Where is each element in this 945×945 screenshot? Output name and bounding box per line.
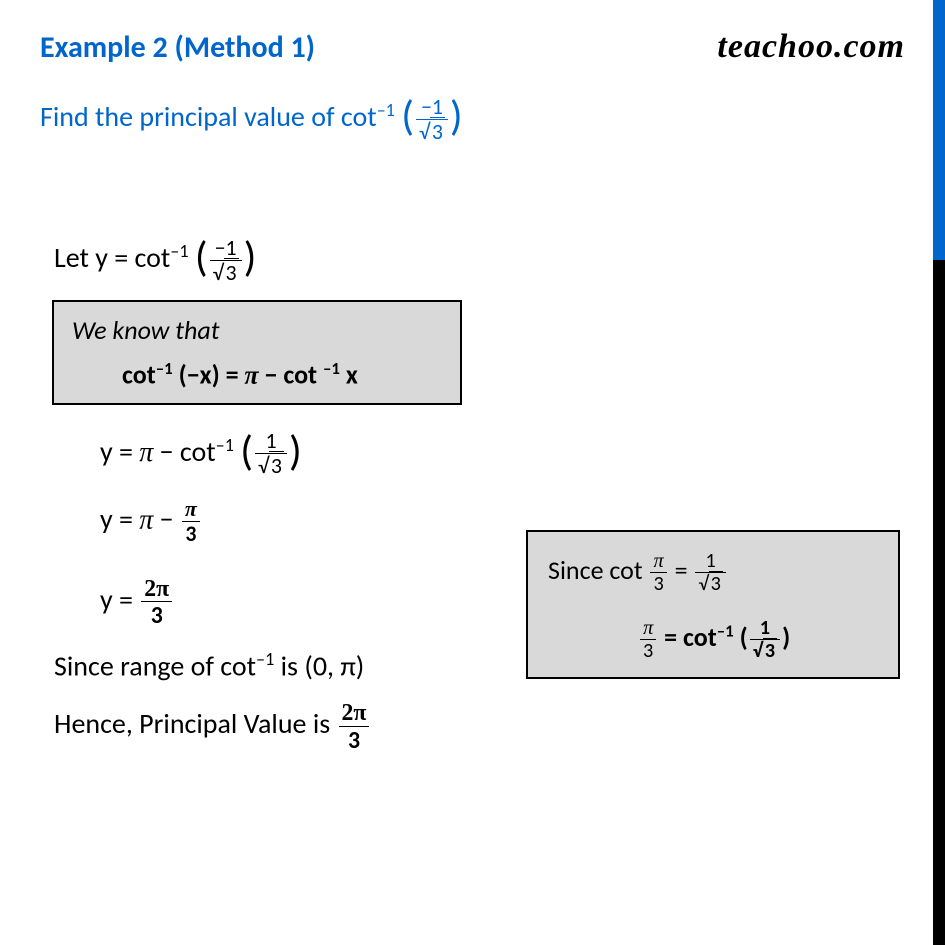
example-title: Example 2 (Method 1) <box>40 29 315 66</box>
right-border-blue <box>933 0 945 260</box>
side-line2: π3 = cot–1 (13) <box>638 613 878 662</box>
box1-formula: cot–1 (−x) = π − cot –1 x <box>122 358 442 391</box>
lparen: ( <box>401 91 414 142</box>
problem-prefix: Find the principal value of cot <box>40 99 377 134</box>
side-box: Since cot π3 = 13 π3 = cot–1 (13) <box>526 530 900 679</box>
problem-frac: −13 <box>416 96 448 144</box>
answer-line: Hence, Principal Value is 2π3 <box>54 700 905 753</box>
rparen: ) <box>450 91 463 142</box>
side-box-wrap: Since cot π3 = 13 π3 = cot–1 (13) <box>526 530 900 679</box>
step-2: y = π − cot–1 (13) <box>100 429 905 480</box>
problem-statement: Find the principal value of cot–1 (−13) <box>40 94 905 145</box>
header-row: Example 2 (Method 1) teachoo.com <box>40 28 905 66</box>
right-border-black <box>933 260 945 945</box>
brand-logo: teachoo.com <box>717 28 905 66</box>
step-1: Let y = cot–1 (−13) <box>54 235 905 286</box>
identity-box: We know that cot–1 (−x) = π − cot –1 x <box>52 300 462 405</box>
box1-intro: We know that <box>72 314 442 346</box>
side-line1: Since cot π3 = 13 <box>548 546 878 595</box>
sqrt-icon: 3 <box>419 121 445 144</box>
problem-sup: –1 <box>377 99 395 121</box>
